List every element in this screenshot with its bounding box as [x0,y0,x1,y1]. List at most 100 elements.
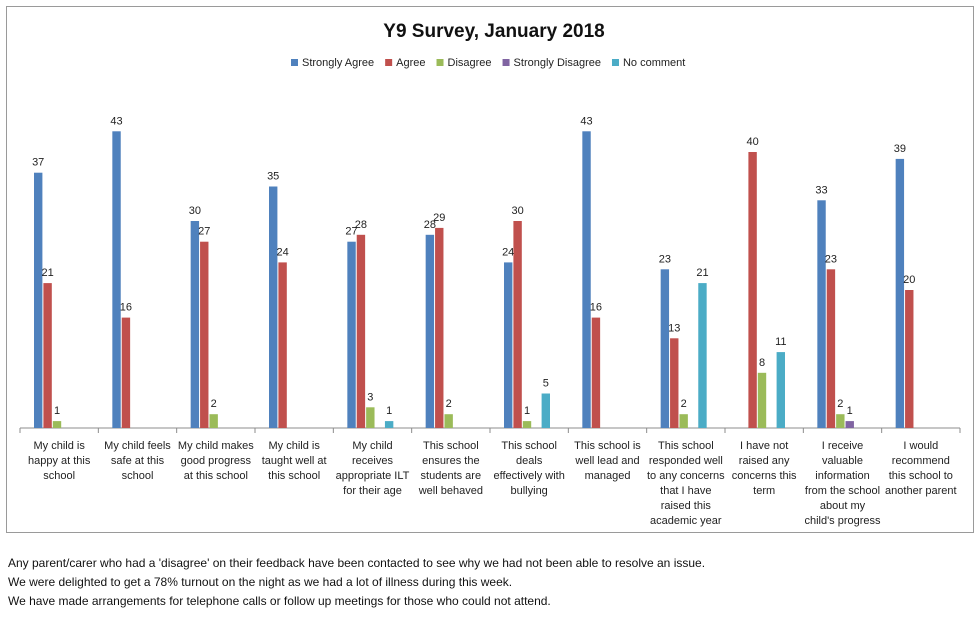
data-label-1-8: 13 [668,322,680,334]
bar-4-6 [541,393,550,428]
category-label-line: from the school [805,485,880,497]
bar-4-8 [698,283,707,428]
legend-swatch-3 [502,59,510,66]
category-label-line: concerns this [732,470,797,482]
category-label-line: ensures the [422,455,479,467]
category-label-line: managed [585,470,631,482]
data-label-1-7: 16 [590,302,602,314]
category-label-line: this school to [889,470,953,482]
bar-chart: Y9 Survey, January 2018 Strongly Agree Ag… [19,21,961,527]
category-label-line: deals [516,455,543,467]
category-label-line: I receive [822,440,864,452]
bar-1-3 [278,262,287,428]
bar-4-9 [776,352,785,428]
category-labels: My child is happy at this school My child f… [28,440,957,527]
category-label-line: to any concerns [647,470,725,482]
category-label-2: My child makes good progress at this schoo… [178,440,254,482]
bar-2-2 [209,414,218,428]
data-label-2-2: 2 [211,398,217,410]
category-label-line: My child makes [178,440,254,452]
category-label-line: My child [352,440,392,452]
note-3: We have made arrangements for telephone … [8,594,551,608]
data-label-0-4: 27 [345,226,357,238]
category-label-line: My child is [268,440,320,452]
bar-1-8 [670,338,679,428]
legend-swatch-4 [611,59,619,66]
category-label-line: well behaved [418,485,483,497]
bar-0-4 [347,241,356,428]
data-label-2-10: 2 [837,398,843,410]
category-label-line: another parent [885,485,957,497]
category-label-0: My child is happy at this school [28,440,91,482]
category-label-10: I receive valuable information from the sch… [804,440,881,527]
category-label-6: This school deals effectively with bullying [494,440,565,497]
data-label-1-4: 28 [355,219,367,231]
category-label-line: raised any [739,455,790,467]
x-axis [19,427,961,433]
data-label-1-11: 20 [903,274,915,286]
bar-1-9 [748,152,757,428]
legend-label-4: No comment [623,57,685,69]
category-label-line: recommend [892,455,950,467]
bar-0-3 [269,186,278,428]
category-label-line: receives [352,455,393,467]
legend-swatch-1 [385,59,393,66]
data-label-0-5: 28 [424,219,436,231]
bars-group [34,131,914,429]
category-label-9: I have not raised any concerns this term [732,440,797,497]
legend-swatch-2 [436,59,444,66]
category-label-line: effectively with [494,470,565,482]
data-label-0-11: 39 [894,143,906,155]
bar-1-2 [200,241,209,428]
data-label-4-4: 1 [386,405,392,417]
category-label-line: school [43,470,75,482]
data-label-1-10: 23 [825,253,837,265]
data-label-2-4: 3 [367,391,373,403]
category-label-line: that I have [660,485,711,497]
data-label-1-2: 27 [198,226,210,238]
category-label-line: happy at this [28,455,91,467]
bar-1-11 [905,290,914,428]
data-label-1-0: 21 [41,267,53,279]
data-label-0-0: 37 [32,157,44,169]
category-label-3: My child is taught well at this school [262,440,327,482]
legend-label-2: Disagree [448,57,492,69]
data-label-2-5: 2 [446,398,452,410]
category-label-line: appropriate ILT [336,470,410,482]
category-label-line: term [753,485,775,497]
category-label-line: responded well [649,455,723,467]
data-labels: 3743303527282443233339211627242829301613… [32,115,915,417]
bar-1-6 [513,221,522,428]
bar-2-10 [836,414,845,428]
bar-1-7 [591,317,601,428]
chart-title: Y9 Survey, January 2018 [383,21,604,42]
data-label-0-8: 23 [659,253,671,265]
category-label-line: child's progress [804,515,881,527]
category-label-4: My child receives appropriate ILT for their… [336,440,410,497]
data-label-0-6: 24 [502,246,514,258]
data-label-0-10: 33 [815,184,827,196]
bar-0-1 [112,131,121,429]
category-label-line: My child feels [104,440,171,452]
bar-1-5 [435,227,444,428]
bar-3-10 [845,421,854,428]
bar-0-2 [190,221,200,428]
category-label-line: This school [658,440,714,452]
category-label-line: bullying [511,485,548,497]
bar-0-8 [660,269,670,428]
data-label-2-9: 8 [759,357,765,369]
note-2: We were delighted to get a 78% turnout o… [8,575,513,589]
category-label-line: students are [421,470,482,482]
category-label-line: academic year [650,515,722,527]
bar-0-5 [425,234,435,428]
data-label-0-7: 43 [580,115,592,127]
chart-frame: Y9 Survey, January 2018 Strongly Agree Ag… [6,6,974,533]
bar-2-6 [522,421,532,428]
data-label-3-10: 1 [847,405,853,417]
category-label-line: this school [268,470,320,482]
data-label-0-1: 43 [110,115,122,127]
category-label-line: I would [903,440,938,452]
category-label-line: for their age [343,485,402,497]
category-label-line: This school [501,440,557,452]
bar-2-4 [366,407,375,428]
